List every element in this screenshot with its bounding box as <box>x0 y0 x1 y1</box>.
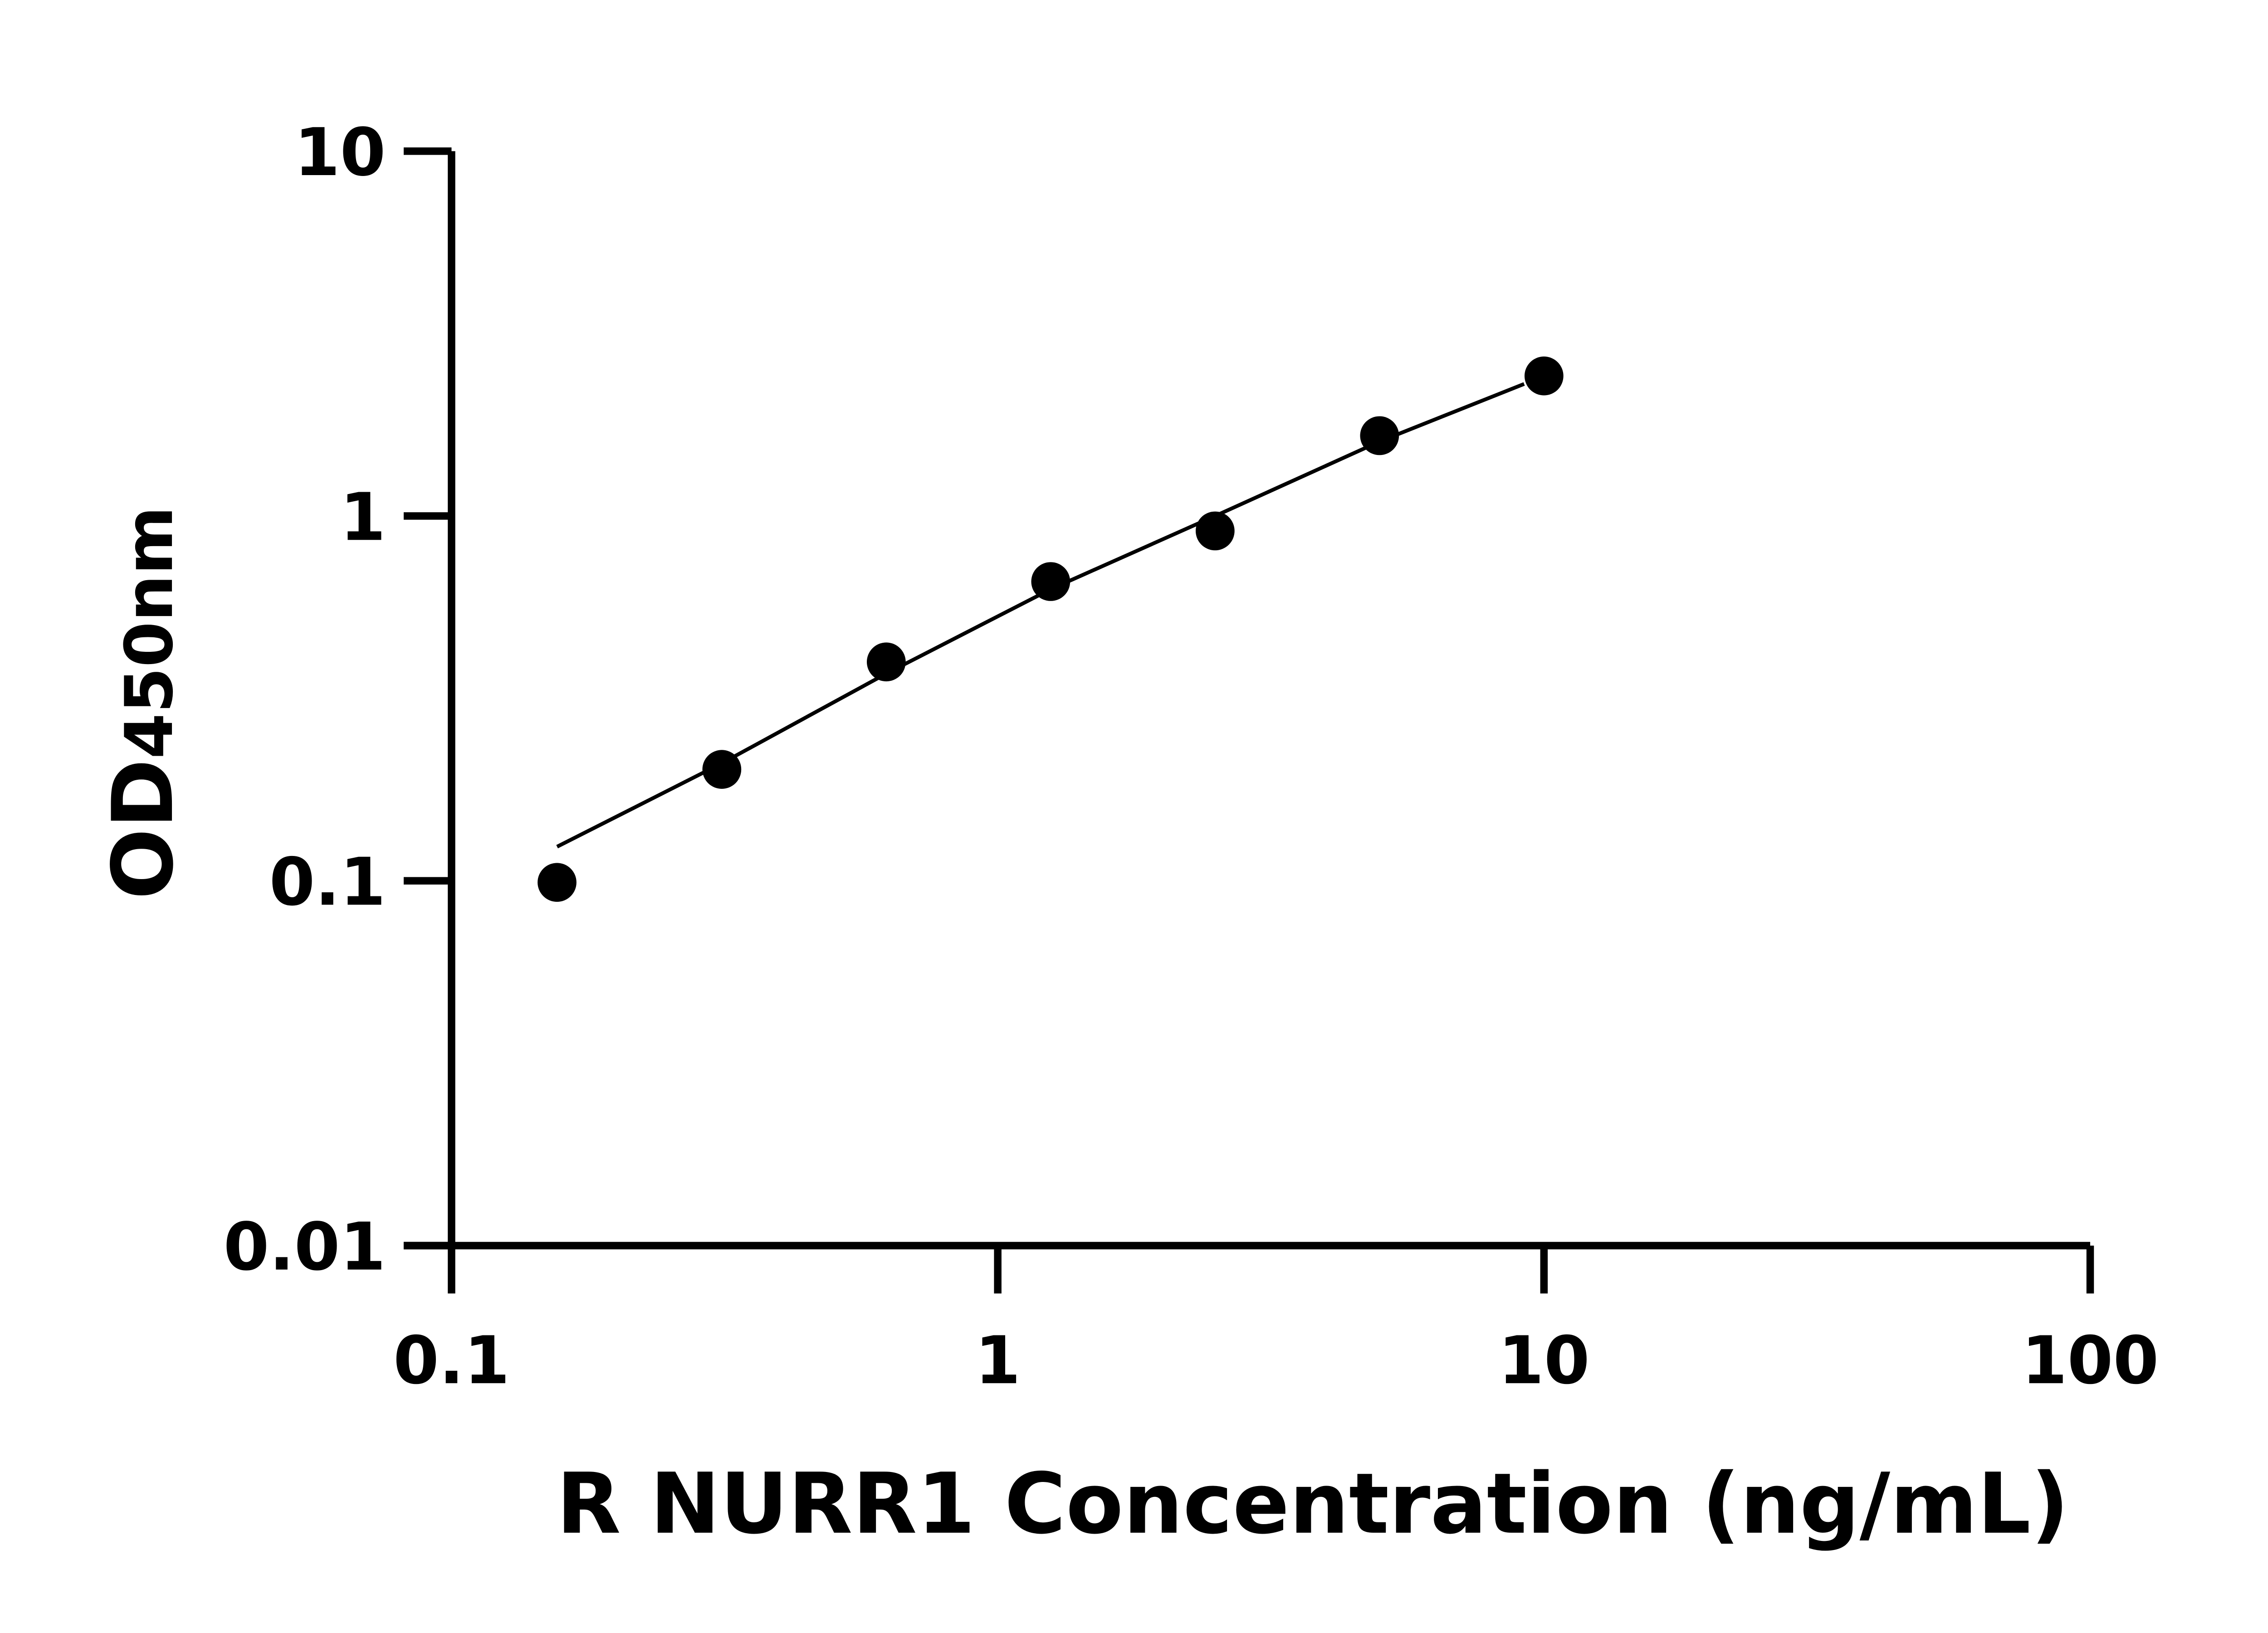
data-point <box>1195 511 1235 551</box>
x-tick-label: 10 <box>1498 1322 1590 1399</box>
data-point <box>1360 416 1399 455</box>
y-tick-label: 0.1 <box>269 844 386 920</box>
y-axis-label-sub: 450nm <box>111 506 188 759</box>
data-point <box>538 863 577 902</box>
x-tick-label: 0.1 <box>393 1322 510 1399</box>
y-tick-label: 1 <box>340 479 386 556</box>
data-point <box>702 750 742 789</box>
data-point <box>1524 356 1564 396</box>
y-axis-label: OD450nm <box>94 506 192 900</box>
x-axis-label: R NURR1 Concentration (ng/mL) <box>557 1455 2069 1553</box>
y-axis-label-main: OD <box>94 759 192 900</box>
x-tick-label: 100 <box>2022 1322 2159 1399</box>
axes <box>403 151 2091 1250</box>
data-point <box>1031 562 1070 601</box>
y-tick-label: 10 <box>294 114 386 191</box>
x-tick-label: 1 <box>975 1322 1021 1399</box>
data-points <box>538 356 1564 902</box>
y-tick-label: 0.01 <box>224 1209 386 1286</box>
data-point <box>866 642 906 682</box>
